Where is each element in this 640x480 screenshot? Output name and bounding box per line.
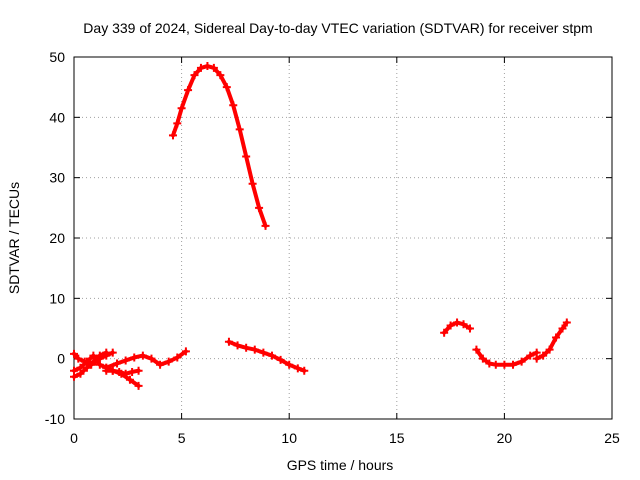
data-point <box>558 324 567 333</box>
y-tick-label: 30 <box>49 170 65 186</box>
data-point <box>459 320 468 329</box>
data-point <box>532 354 541 363</box>
y-tick-label: 10 <box>49 290 65 306</box>
data-point <box>125 375 134 384</box>
data-point <box>89 351 98 360</box>
data-point <box>196 63 205 72</box>
data-point <box>526 351 535 360</box>
data-point <box>267 351 276 360</box>
data-point <box>229 101 238 110</box>
data-point <box>113 359 122 368</box>
data-point <box>164 357 173 366</box>
data-point <box>562 318 571 327</box>
data-point <box>102 363 111 372</box>
data-point <box>453 318 462 327</box>
data-point <box>121 369 130 378</box>
x-tick-label: 25 <box>604 430 620 446</box>
data-point <box>82 357 91 366</box>
data-point <box>222 83 231 92</box>
data-point <box>293 364 302 373</box>
y-tick-label: 20 <box>49 230 65 246</box>
data-point <box>102 348 111 357</box>
data-point <box>115 367 124 376</box>
data-point <box>242 152 251 161</box>
data-point <box>509 360 518 369</box>
x-tick-label: 10 <box>281 430 297 446</box>
data-point <box>74 354 83 363</box>
data-point <box>545 345 554 354</box>
data-point <box>134 381 143 390</box>
data-point <box>156 360 165 369</box>
data-point <box>465 324 474 333</box>
data-point <box>134 366 143 375</box>
data-point <box>147 354 156 363</box>
data-point <box>216 71 225 80</box>
x-tick-label: 15 <box>389 430 405 446</box>
tick-labels: 0 5 10 15 20 25 -10 0 10 20 30 40 50 <box>45 49 620 446</box>
data-point <box>70 349 78 358</box>
data-point <box>181 347 190 356</box>
data-point <box>248 179 257 188</box>
series-arc6 <box>171 64 268 228</box>
data-point <box>173 119 182 128</box>
data-point <box>128 367 137 376</box>
x-axis-label: GPS time / hours <box>287 457 394 473</box>
data-point <box>446 321 455 330</box>
x-tick-label: 5 <box>178 430 186 446</box>
data-point <box>203 62 212 71</box>
data-point <box>472 345 481 354</box>
data-point <box>233 341 242 350</box>
x-tick-label: 0 <box>70 430 78 446</box>
data-point <box>478 354 487 363</box>
data-point <box>168 131 177 140</box>
data-point <box>209 63 218 72</box>
data-point <box>552 333 561 342</box>
data-point <box>235 125 244 134</box>
chart-title: Day 339 of 2024, Sidereal Day-to-day VTE… <box>83 20 592 36</box>
y-tick-label: 50 <box>49 49 65 65</box>
data-point <box>76 363 85 372</box>
x-tick-label: 20 <box>497 430 513 446</box>
data-point <box>500 360 509 369</box>
y-axis-label: SDTVAR / TECUs <box>6 182 22 294</box>
data-point <box>255 203 264 212</box>
data-point <box>250 345 259 354</box>
data-point <box>491 360 500 369</box>
series-arc7 <box>226 339 307 373</box>
data-point <box>259 348 268 357</box>
y-tick-label: 40 <box>49 109 65 125</box>
data-point <box>485 359 494 368</box>
data-point <box>108 366 117 375</box>
data-point <box>539 351 548 360</box>
data-point <box>184 86 193 95</box>
data-point <box>70 366 78 375</box>
data-point <box>440 328 449 337</box>
data-point <box>130 353 139 362</box>
series-layer <box>70 62 571 390</box>
data-point <box>285 360 294 369</box>
data-point <box>138 351 147 360</box>
data-point <box>121 356 130 365</box>
data-point <box>190 71 199 80</box>
data-point <box>276 355 285 364</box>
data-point <box>517 357 526 366</box>
y-tick-label: 0 <box>57 351 65 367</box>
grid-lines <box>74 57 612 419</box>
series-arc9 <box>474 347 539 367</box>
data-point <box>173 353 182 362</box>
data-point <box>242 343 251 352</box>
data-point <box>261 221 270 230</box>
y-tick-label: -10 <box>45 411 65 427</box>
data-point <box>300 366 309 375</box>
data-point <box>95 360 104 369</box>
series-arc5 <box>104 349 188 370</box>
data-point <box>177 104 186 113</box>
data-point <box>224 337 233 346</box>
axes <box>73 56 613 420</box>
